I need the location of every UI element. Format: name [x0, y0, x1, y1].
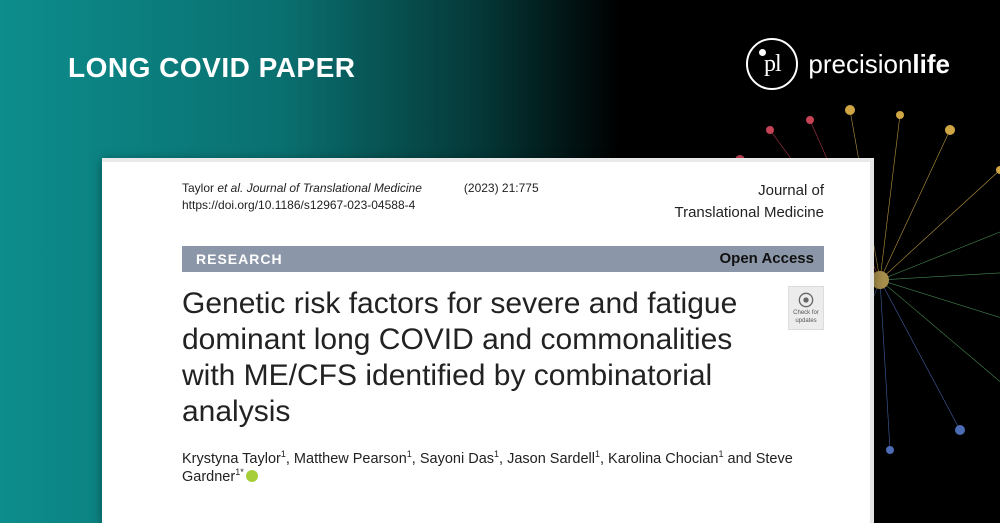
author-list: Krystyna Taylor1, Matthew Pearson1, Sayo… — [182, 450, 824, 486]
section-label: RESEARCH — [196, 251, 283, 267]
brand-wordmark: precisionlife — [808, 49, 950, 80]
open-access-label: Open Access — [720, 250, 815, 267]
brand-logo: pl precisionlife — [746, 38, 950, 90]
logo-mark-icon: pl — [746, 38, 798, 90]
paper-preview-card: Taylor et al. Journal of Translational M… — [102, 158, 874, 523]
citation-block: Taylor et al. Journal of Translational M… — [182, 180, 539, 215]
page-header-label: LONG COVID PAPER — [68, 52, 356, 84]
check-for-updates-badge[interactable]: Check for updates — [788, 286, 824, 330]
crossmark-icon — [798, 292, 814, 308]
journal-name: Journal of Translational Medicine — [674, 180, 824, 224]
paper-title: Genetic risk factors for severe and fati… — [182, 286, 780, 430]
section-bar: RESEARCH Open Access — [182, 246, 824, 272]
orcid-icon — [246, 470, 258, 482]
doi-link[interactable]: https://doi.org/10.1186/s12967-023-04588… — [182, 197, 539, 214]
